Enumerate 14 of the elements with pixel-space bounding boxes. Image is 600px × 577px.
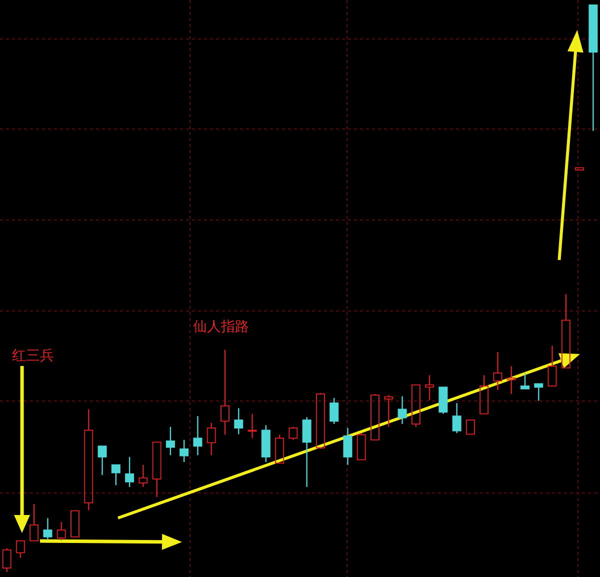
annotation: 仙人指路 — [193, 319, 249, 335]
candlestick — [43, 518, 52, 541]
candlestick — [2, 548, 12, 573]
candlestick — [220, 349, 230, 436]
candlestick — [493, 351, 502, 391]
candlestick — [193, 415, 202, 456]
candlestick — [343, 427, 352, 466]
annotation: 红三兵 — [12, 348, 54, 364]
candlestick — [138, 464, 148, 488]
candlestick — [248, 413, 257, 439]
candlestick — [506, 366, 516, 395]
candlestick — [302, 416, 312, 488]
candlestick — [398, 396, 407, 425]
candlestick — [425, 374, 434, 401]
